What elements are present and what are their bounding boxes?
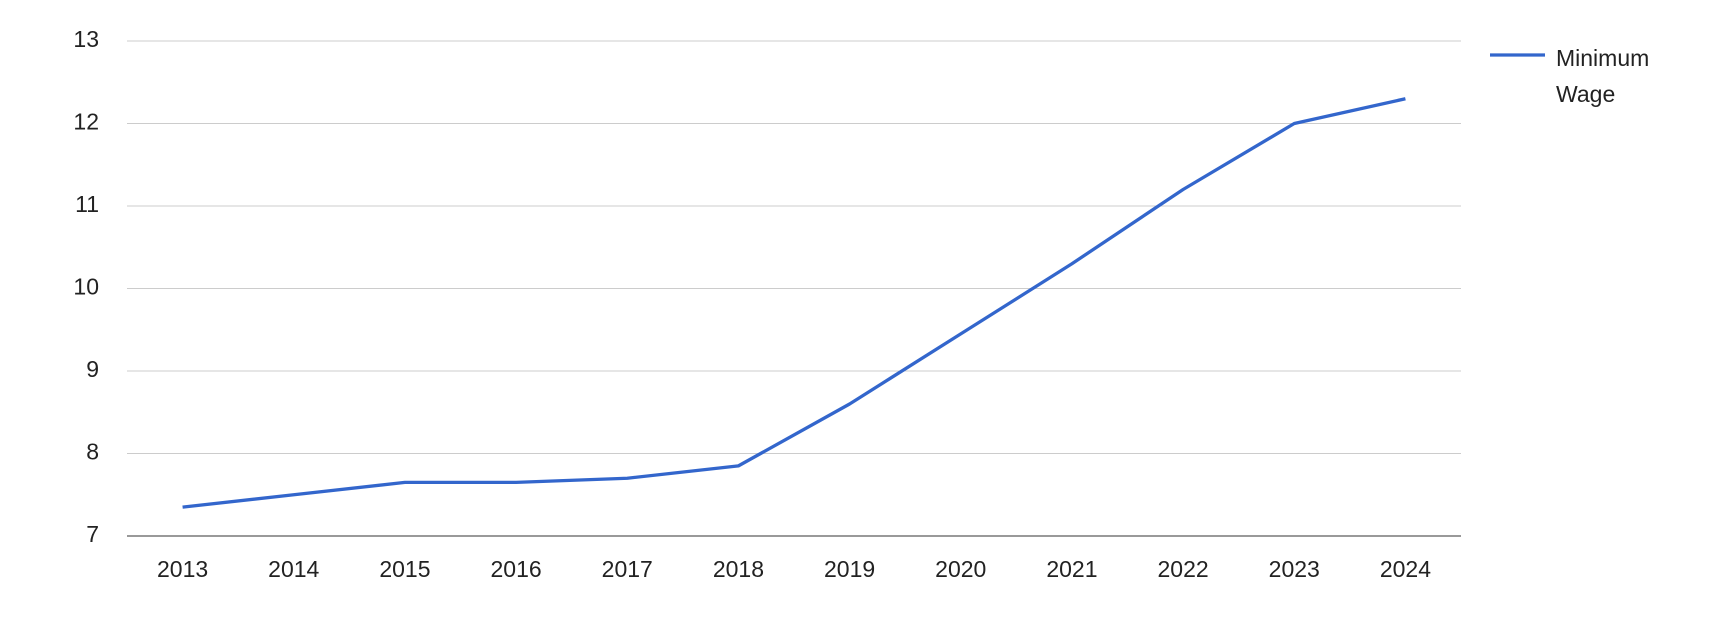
x-tick-label: 2021 <box>1046 556 1097 582</box>
y-tick-label: 10 <box>73 274 99 300</box>
x-tick-label: 2019 <box>824 556 875 582</box>
y-tick-label: 9 <box>86 356 99 382</box>
y-tick-label: 12 <box>73 109 99 135</box>
y-tick-label: 13 <box>73 26 99 52</box>
y-tick-label: 11 <box>75 191 99 217</box>
x-tick-label: 2018 <box>713 556 764 582</box>
x-tick-label: 2013 <box>157 556 208 582</box>
x-tick-label: 2024 <box>1380 556 1431 582</box>
legend-label: Minimum Wage <box>1556 45 1650 107</box>
x-tick-label: 2022 <box>1157 556 1208 582</box>
y-tick-label: 7 <box>86 521 99 547</box>
y-tick-label: 8 <box>86 439 99 465</box>
x-tick-label: 2020 <box>935 556 986 582</box>
series-line <box>182 97 1406 509</box>
x-tick-label: 2017 <box>602 556 653 582</box>
x-tick-label: 2015 <box>379 556 430 582</box>
x-tick-label: 2023 <box>1269 556 1320 582</box>
x-tick-label: 2016 <box>490 556 541 582</box>
x-tick-label: 2014 <box>268 556 319 582</box>
